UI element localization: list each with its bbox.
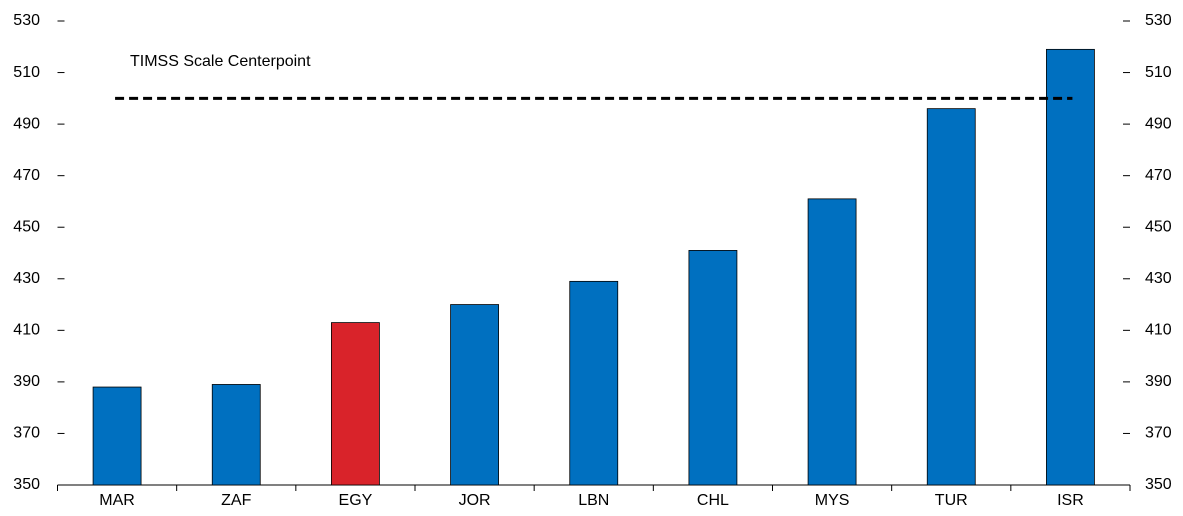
bar bbox=[450, 304, 499, 486]
x-tick-label: LBN bbox=[578, 492, 609, 509]
y2-tick-label: 390 bbox=[1145, 373, 1172, 390]
bar bbox=[807, 198, 857, 486]
x-tick-label: MAR bbox=[99, 492, 135, 509]
y2-tick-label: 410 bbox=[1145, 322, 1172, 339]
y2-tick-label: 370 bbox=[1145, 425, 1172, 442]
y-tick-label: 370 bbox=[13, 425, 40, 442]
bar bbox=[1046, 48, 1095, 486]
bar bbox=[688, 250, 738, 486]
x-tick-label: CHL bbox=[697, 492, 729, 509]
y2-tick-label: 350 bbox=[1145, 476, 1172, 493]
y-tick-label: 430 bbox=[13, 270, 40, 287]
bar bbox=[569, 280, 619, 486]
bar bbox=[92, 386, 142, 486]
bar bbox=[926, 108, 976, 486]
y-tick-label: 450 bbox=[13, 218, 40, 235]
x-tick-label: MYS bbox=[815, 492, 850, 509]
x-tick-label: ZAF bbox=[221, 492, 251, 509]
y2-tick-label: 490 bbox=[1145, 115, 1172, 132]
y2-tick-label: 430 bbox=[1145, 270, 1172, 287]
y-tick-label: 390 bbox=[13, 373, 40, 390]
y2-tick-label: 530 bbox=[1145, 12, 1172, 29]
y-tick-label: 530 bbox=[13, 12, 40, 29]
y-tick-label: 470 bbox=[13, 167, 40, 184]
x-tick-label: ISR bbox=[1057, 492, 1084, 509]
y2-tick-label: 510 bbox=[1145, 64, 1172, 81]
bar bbox=[211, 384, 261, 486]
y2-tick-label: 470 bbox=[1145, 167, 1172, 184]
y-tick-label: 350 bbox=[13, 476, 40, 493]
x-tick-label: JOR bbox=[459, 492, 491, 509]
y-tick-label: 410 bbox=[13, 322, 40, 339]
y2-tick-label: 450 bbox=[1145, 218, 1172, 235]
y-tick-label: 490 bbox=[13, 115, 40, 132]
bar bbox=[331, 322, 380, 486]
x-tick-label: TUR bbox=[935, 492, 968, 509]
x-tick-label: EGY bbox=[339, 492, 373, 509]
y-tick-label: 510 bbox=[13, 64, 40, 81]
reference-label: TIMSS Scale Centerpoint bbox=[130, 53, 311, 70]
